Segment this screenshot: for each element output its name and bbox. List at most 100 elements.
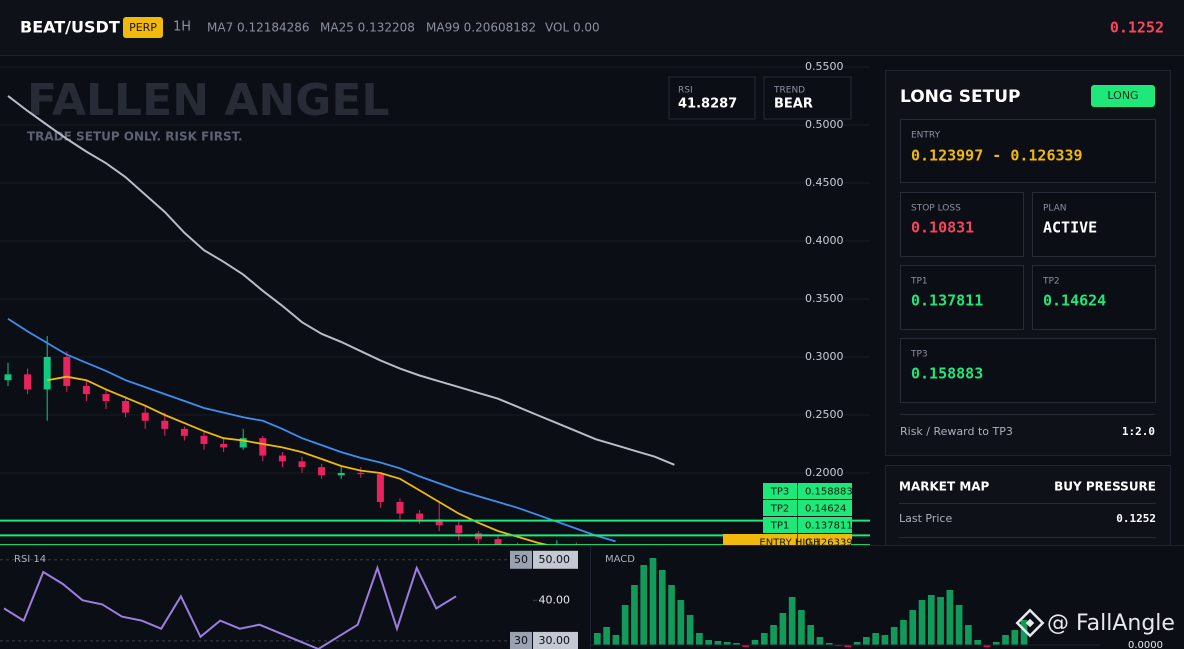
symbol: BEAT/USDT xyxy=(20,18,120,37)
last-price-label: Last Price xyxy=(899,512,952,525)
long-button-label[interactable]: LONG xyxy=(1107,89,1138,102)
macd-bar xyxy=(779,613,787,645)
candle-body xyxy=(102,394,110,402)
stop-value: 0.10831 xyxy=(911,219,974,237)
level-value: 0.158883 xyxy=(805,487,853,498)
macd-bar xyxy=(983,645,991,647)
rsi-level-tag xyxy=(510,550,532,569)
candle-body xyxy=(298,461,306,468)
badge: PERP xyxy=(129,21,157,34)
macd-title: MACD xyxy=(605,554,635,565)
level-tag xyxy=(763,483,852,499)
macd-bar xyxy=(723,642,731,645)
candle-body xyxy=(24,374,32,390)
candle-body xyxy=(396,501,404,514)
y-tick-label: 0.2500 xyxy=(805,408,844,421)
level-tag xyxy=(763,500,852,516)
macd-bar xyxy=(890,627,898,645)
y-tick-label: 0.4000 xyxy=(805,234,844,247)
candle-body xyxy=(141,412,149,421)
y-tick-label: 0.4500 xyxy=(805,176,844,189)
macd-bar xyxy=(927,595,935,645)
rsi-pane: 50 30 50.00 40.00 30.00 xyxy=(0,550,578,649)
candle-body xyxy=(180,428,188,436)
macd-bar xyxy=(872,633,879,645)
macd-bar xyxy=(686,615,694,645)
candle-body xyxy=(200,435,208,444)
macd-bar xyxy=(807,625,815,645)
macd-bar xyxy=(844,645,852,647)
rsi-level-tag xyxy=(510,631,532,649)
macd-bar xyxy=(696,633,703,645)
rsi-label: RSI xyxy=(678,86,693,96)
indicator-area xyxy=(0,545,1184,649)
level-name: TP3 xyxy=(770,487,790,498)
macd-bar xyxy=(631,585,638,645)
y-tick-label: 0.5000 xyxy=(805,118,844,131)
macd-bar xyxy=(760,633,768,645)
candle-body xyxy=(239,438,247,448)
entry-card xyxy=(900,119,1156,183)
rsi-plot xyxy=(0,559,510,649)
interval[interactable]: 1H xyxy=(173,20,191,35)
rr-label: Risk / Reward to TP3 xyxy=(900,425,1013,438)
macd-bar xyxy=(965,625,972,645)
rsi-line xyxy=(3,564,457,649)
tp1-label: TP1 xyxy=(910,277,928,287)
macd-bar xyxy=(900,620,907,645)
candle-body xyxy=(278,455,286,462)
tp2-label: TP2 xyxy=(1042,277,1060,287)
ma99-value: MA99 0.20608182 xyxy=(426,21,536,35)
tp2-card xyxy=(1032,265,1156,330)
rr-value: 1:2.0 xyxy=(1122,425,1155,438)
trend-box xyxy=(763,76,852,120)
price-axis: 0.5500 0.5000 0.4500 0.4000 0.3500 0.3000 0.25… xyxy=(723,60,853,550)
plan-label: PLAN xyxy=(1043,204,1067,214)
tp2-value: 0.14624 xyxy=(1043,292,1106,310)
level-value: 0.126339 xyxy=(805,538,853,549)
candle-body xyxy=(494,539,502,545)
macd-bar xyxy=(751,640,759,645)
long-button[interactable] xyxy=(1091,85,1155,107)
macd-bar xyxy=(677,600,685,645)
tp1-card xyxy=(900,265,1024,330)
tp1-value: 0.137811 xyxy=(911,292,983,310)
tp3-value: 0.158883 xyxy=(911,365,983,383)
macd-bar xyxy=(770,625,777,645)
macd-bar xyxy=(668,585,675,645)
macd-bar xyxy=(742,645,750,647)
macd-bar xyxy=(649,558,657,645)
ma7-value: MA7 0.12184286 xyxy=(207,21,310,35)
candle-body xyxy=(357,472,365,475)
macd-bar xyxy=(705,640,712,645)
macd-bar xyxy=(603,627,610,645)
tp3-label: TP3 xyxy=(910,350,928,360)
macd-bar xyxy=(788,597,796,645)
candle-body xyxy=(82,385,90,395)
macd-bar xyxy=(733,643,740,645)
level-value: 0.137811 xyxy=(805,521,853,532)
level-tag xyxy=(763,517,852,533)
ma-line xyxy=(7,95,675,466)
macd-bar xyxy=(798,610,805,645)
y-tick-label: 0.3500 xyxy=(805,292,844,305)
macd-bar xyxy=(1020,620,1028,645)
rsi-level-label: 50 xyxy=(514,553,528,566)
y-tick-label: 30.00 xyxy=(539,634,571,647)
candle-body xyxy=(337,472,345,476)
y-tick-bg xyxy=(533,631,578,649)
macd-bar xyxy=(909,610,917,645)
level-name: TP1 xyxy=(770,521,790,532)
brand-name: @ FallAngle xyxy=(1047,611,1175,636)
rsi-title: RSI 14 xyxy=(14,554,46,565)
y-tick-label: 0.0000 xyxy=(1128,640,1163,649)
y-tick-label: 50.00 xyxy=(539,553,571,566)
macd-bar xyxy=(621,605,629,645)
last-price: 0.1252 xyxy=(1110,19,1164,37)
candle-body xyxy=(122,401,130,413)
macd-bar xyxy=(640,565,648,645)
macd-bar xyxy=(974,640,982,645)
macd-bar xyxy=(1011,630,1019,645)
macd-bar xyxy=(853,642,861,645)
candle-body xyxy=(161,420,169,429)
